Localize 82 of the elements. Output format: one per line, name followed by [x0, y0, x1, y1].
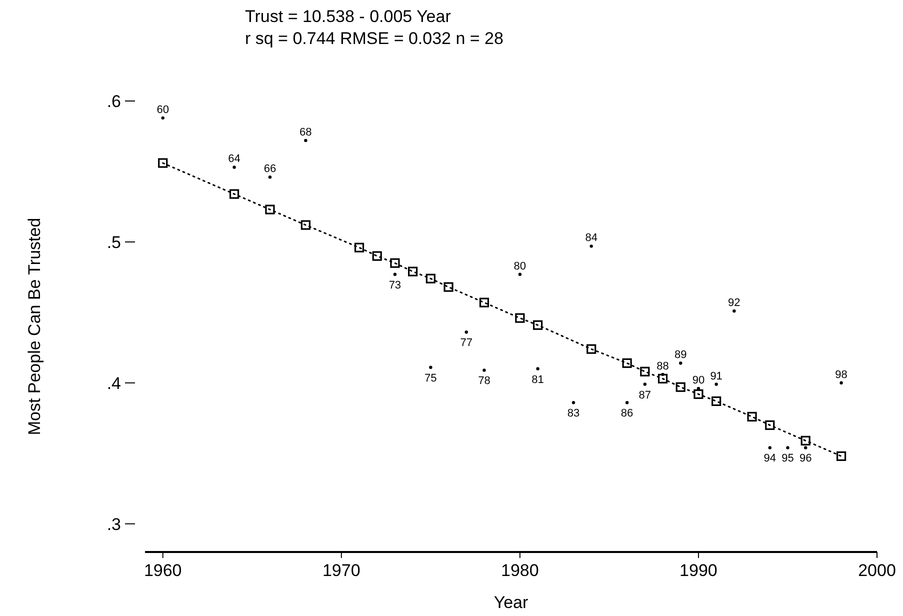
annotation: 75: [424, 372, 437, 384]
annotation: 78: [478, 375, 490, 388]
point: [464, 330, 468, 334]
point: [732, 309, 736, 313]
annotation: 92: [728, 296, 740, 309]
point: [765, 420, 775, 430]
point: [426, 274, 436, 284]
point: [804, 446, 808, 450]
point: [643, 382, 646, 386]
x-tick-label: 1960: [144, 561, 182, 580]
y-tick-label: .5: [106, 232, 121, 252]
point: [532, 320, 543, 330]
annotation: 95: [782, 452, 794, 465]
annotation: 87: [638, 389, 652, 402]
annotation: 94: [764, 452, 776, 465]
annotation: 68: [300, 126, 312, 138]
annotation: 64: [228, 153, 240, 166]
point: [800, 436, 810, 446]
annotation: 89: [674, 349, 687, 362]
point: [232, 166, 236, 169]
point: [622, 358, 632, 368]
annotation: 98: [835, 368, 848, 381]
annotation: 96: [799, 452, 812, 465]
annotation: 73: [388, 279, 402, 292]
point: [786, 446, 790, 450]
point: [372, 251, 382, 261]
point: [714, 382, 718, 386]
x-tick-label: 1970: [322, 561, 360, 580]
annotation: 83: [567, 408, 580, 420]
annotation: 66: [264, 163, 276, 176]
point: [482, 368, 486, 372]
point: [518, 272, 522, 276]
point: [625, 401, 629, 404]
point: [658, 374, 668, 384]
point: [515, 313, 525, 323]
y-tick-label: .6: [106, 92, 121, 111]
point: [354, 242, 364, 252]
point: [768, 446, 772, 450]
point: [229, 189, 240, 199]
point: [393, 272, 397, 276]
annotation: 81: [532, 374, 544, 386]
annotation: 77: [460, 337, 472, 350]
x-axis-title: Year: [494, 593, 529, 612]
annotation: 84: [585, 232, 598, 244]
point: [161, 116, 164, 120]
point: [265, 204, 275, 214]
point: [640, 366, 650, 376]
annotation: 91: [710, 370, 722, 382]
point: [747, 412, 757, 422]
y-tick-label: .3: [106, 514, 121, 534]
x-tick-label: 1990: [680, 561, 718, 580]
point: [586, 344, 596, 354]
point: [536, 367, 540, 370]
x-tick-label: 2000: [858, 561, 896, 580]
annotation: 80: [514, 260, 526, 272]
point: [676, 382, 686, 392]
point: [590, 244, 593, 248]
chart-title: Trust = 10.538 - 0.005 Year: [245, 7, 452, 26]
point: [158, 158, 168, 168]
annotation: 86: [620, 408, 634, 420]
point: [304, 138, 308, 142]
point: [679, 362, 682, 365]
point: [694, 389, 704, 399]
point: [479, 298, 490, 308]
chart-subtitle: r sq = 0.744 RMSE = 0.032 n = 28: [245, 29, 504, 48]
point: [390, 258, 400, 268]
annotation: 88: [656, 360, 669, 372]
point: [836, 451, 846, 461]
point: [661, 372, 664, 376]
point: [300, 220, 310, 230]
annotation: 60: [156, 104, 169, 116]
point: [572, 401, 576, 404]
point: [268, 176, 272, 179]
point: [712, 396, 722, 406]
point: [840, 381, 843, 384]
x-tick-label: 1980: [501, 561, 539, 580]
point: [408, 266, 418, 276]
y-tick-label: .4: [106, 374, 121, 393]
y-axis-title: Most People Can Be Trusted: [25, 218, 44, 436]
annotation: 90: [692, 374, 705, 387]
point: [444, 282, 454, 292]
point: [429, 366, 432, 369]
